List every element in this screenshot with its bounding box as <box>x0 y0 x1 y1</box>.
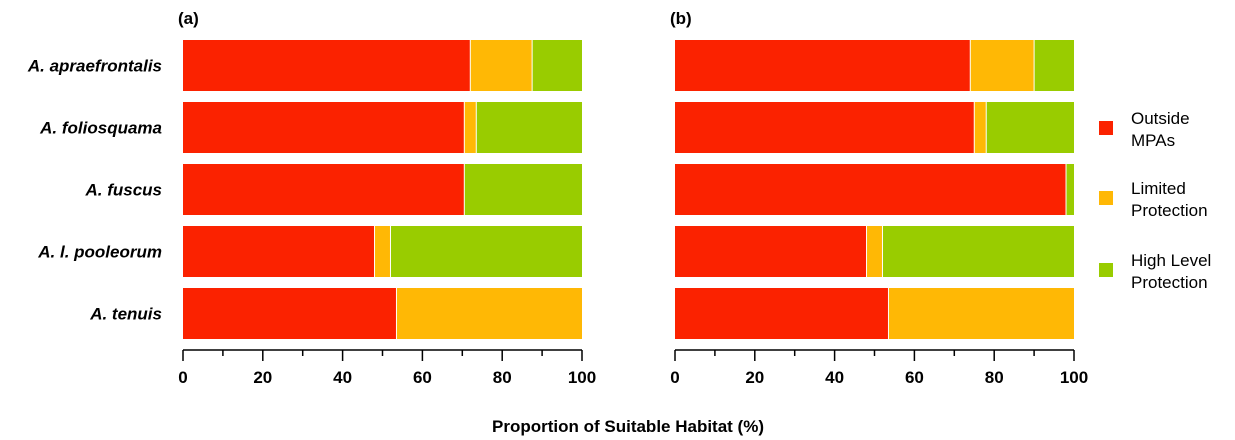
category-label: A. apraefrontalis <box>27 57 162 76</box>
bar-segment <box>675 288 889 339</box>
bar-segment <box>183 226 375 277</box>
x-tick-label: 80 <box>493 368 512 387</box>
legend: Outside MPAs Limited Protection High Level Pr… <box>1099 109 1211 292</box>
category-label: A. tenuis <box>89 305 162 324</box>
bar-segment <box>1034 40 1074 91</box>
category-label: A. foliosquama <box>39 119 162 138</box>
x-tick-label: 100 <box>1060 368 1088 387</box>
legend-label: Protection <box>1131 201 1208 220</box>
legend-label: Protection <box>1131 273 1208 292</box>
legend-swatch <box>1099 191 1113 205</box>
legend-label: High Level <box>1131 251 1211 270</box>
panel-label: (b) <box>670 9 692 28</box>
bar-segment <box>1066 164 1074 215</box>
x-tick-label: 40 <box>825 368 844 387</box>
bar-segment <box>675 164 1067 215</box>
bar-segment <box>866 226 883 277</box>
bar-segment <box>888 288 1074 339</box>
bar-segment <box>183 102 465 153</box>
legend-swatch <box>1099 121 1113 135</box>
bar-segment <box>675 226 867 277</box>
bar-segment <box>396 288 582 339</box>
x-tick-label: 60 <box>905 368 924 387</box>
panel-label: (a) <box>178 9 199 28</box>
bar-segment <box>675 40 971 91</box>
bar-segment <box>986 102 1074 153</box>
bar-segment <box>183 288 397 339</box>
panel-2: (b) 0 20 40 60 80 100 <box>670 9 1088 387</box>
bar-segment <box>476 102 582 153</box>
x-tick-label: 0 <box>178 368 187 387</box>
bar-segment <box>532 40 582 91</box>
chart-panels: (a) 0 20 40 60 80 100 (b) 0 20 40 60 80 100 <box>178 9 1088 387</box>
legend-item: High Level Protection <box>1099 251 1211 292</box>
legend-item: Limited Protection <box>1099 179 1208 220</box>
bar-segment <box>390 226 582 277</box>
legend-swatch <box>1099 263 1113 277</box>
bar-segment <box>970 40 1035 91</box>
bar-segment <box>470 40 533 91</box>
x-tick-label: 100 <box>568 368 596 387</box>
bar-segment <box>882 226 1074 277</box>
x-tick-label: 60 <box>413 368 432 387</box>
x-tick-label: 40 <box>333 368 352 387</box>
x-tick-label: 0 <box>670 368 679 387</box>
x-tick-label: 80 <box>985 368 1004 387</box>
x-axis-label: Proportion of Suitable Habitat (%) <box>492 417 764 436</box>
category-label: A. fuscus <box>84 181 162 200</box>
category-label: A. l. pooleorum <box>37 243 162 262</box>
bar-segment <box>183 164 465 215</box>
legend-label: Limited <box>1131 179 1186 198</box>
legend-label: Outside <box>1131 109 1190 128</box>
x-tick-label: 20 <box>253 368 272 387</box>
legend-item: Outside MPAs <box>1099 109 1190 150</box>
panel-1: (a) 0 20 40 60 80 100 <box>178 9 596 387</box>
bar-segment <box>974 102 987 153</box>
bar-segment <box>183 40 471 91</box>
bar-segment <box>464 164 582 215</box>
bar-segment <box>374 226 391 277</box>
bar-segment <box>464 102 477 153</box>
legend-label: MPAs <box>1131 131 1175 150</box>
x-tick-label: 20 <box>745 368 764 387</box>
bar-segment <box>675 102 975 153</box>
category-labels: A. apraefrontalis A. foliosquama A. fuscus… <box>27 57 162 324</box>
